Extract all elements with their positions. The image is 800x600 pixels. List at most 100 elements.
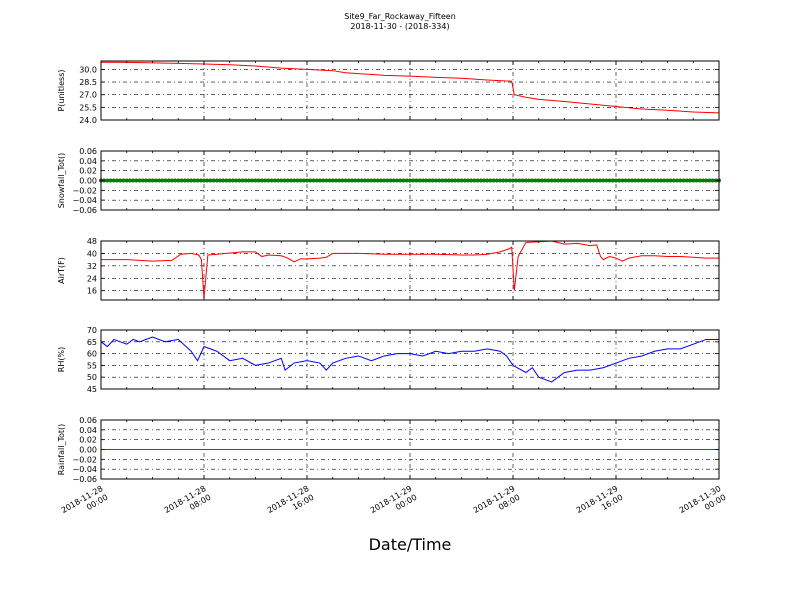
data-point bbox=[379, 178, 384, 183]
data-point bbox=[214, 178, 219, 183]
data-point bbox=[411, 178, 416, 183]
data-point bbox=[140, 178, 145, 183]
data-point bbox=[375, 178, 380, 183]
data-point bbox=[626, 178, 631, 183]
data-point bbox=[710, 178, 715, 183]
data-point bbox=[488, 178, 493, 183]
data-point bbox=[256, 178, 261, 183]
data-point bbox=[443, 178, 448, 183]
data-point bbox=[668, 178, 673, 183]
data-point bbox=[597, 178, 602, 183]
series-line bbox=[100, 61, 720, 114]
data-point bbox=[124, 178, 129, 183]
data-point bbox=[343, 178, 348, 183]
data-point bbox=[382, 178, 387, 183]
y-axis-label: Snowfall_Tot() bbox=[57, 153, 66, 209]
data-point bbox=[160, 178, 165, 183]
data-point bbox=[507, 178, 512, 183]
data-point bbox=[250, 178, 255, 183]
data-point bbox=[636, 178, 641, 183]
data-point bbox=[391, 178, 396, 183]
data-point bbox=[655, 178, 660, 183]
data-point bbox=[420, 178, 425, 183]
data-point bbox=[707, 178, 712, 183]
data-point bbox=[456, 178, 461, 183]
data-point bbox=[218, 178, 223, 183]
data-point bbox=[369, 178, 374, 183]
data-point bbox=[362, 178, 367, 183]
data-point bbox=[414, 178, 419, 183]
data-point bbox=[671, 178, 676, 183]
data-point bbox=[652, 178, 657, 183]
data-point bbox=[105, 178, 110, 183]
data-point bbox=[366, 178, 371, 183]
y-tick-label: 70 bbox=[87, 326, 97, 335]
data-point bbox=[614, 178, 618, 183]
y-tick-label: 0.02 bbox=[79, 436, 97, 445]
data-point bbox=[243, 178, 248, 183]
y-tick-label: 48 bbox=[87, 237, 97, 246]
data-point bbox=[453, 178, 458, 183]
data-point bbox=[272, 178, 277, 183]
data-point bbox=[298, 178, 303, 183]
data-point bbox=[678, 178, 683, 183]
data-point bbox=[108, 178, 113, 183]
data-point bbox=[279, 178, 284, 183]
data-point bbox=[433, 178, 438, 183]
data-point bbox=[230, 178, 235, 183]
data-point bbox=[610, 178, 615, 183]
data-point bbox=[620, 178, 625, 183]
data-point bbox=[691, 178, 696, 183]
y-tick-label: 0.04 bbox=[79, 426, 97, 435]
y-tick-label: 32 bbox=[87, 262, 97, 271]
y-tick-label: 24.0 bbox=[79, 116, 97, 125]
data-point bbox=[147, 178, 152, 183]
data-point bbox=[594, 178, 599, 183]
data-point bbox=[266, 178, 271, 183]
data-point bbox=[385, 178, 390, 183]
data-point bbox=[517, 178, 522, 183]
data-point bbox=[195, 178, 200, 183]
data-point bbox=[340, 178, 345, 183]
data-point bbox=[449, 178, 454, 183]
data-point bbox=[234, 178, 239, 183]
y-tick-label: −0.04 bbox=[72, 196, 97, 205]
data-point bbox=[546, 178, 551, 183]
data-point bbox=[131, 178, 136, 183]
data-point bbox=[617, 178, 622, 183]
data-point bbox=[115, 178, 120, 183]
data-point bbox=[478, 178, 483, 183]
data-point bbox=[633, 178, 638, 183]
data-point bbox=[176, 178, 181, 183]
data-point bbox=[533, 178, 538, 183]
data-point bbox=[227, 178, 232, 183]
data-point bbox=[282, 178, 287, 183]
data-point bbox=[556, 178, 561, 183]
data-point bbox=[630, 178, 635, 183]
data-point bbox=[465, 178, 470, 183]
data-point bbox=[395, 178, 400, 183]
data-point bbox=[568, 178, 573, 183]
data-point bbox=[324, 178, 329, 183]
data-point bbox=[285, 178, 290, 183]
y-axis-label: P(unitless) bbox=[57, 69, 66, 111]
data-point bbox=[446, 178, 451, 183]
data-point bbox=[482, 178, 487, 183]
data-point bbox=[549, 178, 554, 183]
data-point bbox=[604, 178, 609, 183]
y-tick-label: −0.02 bbox=[72, 455, 97, 464]
data-point bbox=[543, 178, 548, 183]
data-point bbox=[430, 178, 435, 183]
data-point bbox=[288, 178, 293, 183]
data-point bbox=[700, 178, 705, 183]
data-point bbox=[263, 178, 268, 183]
data-point bbox=[607, 178, 612, 183]
data-point bbox=[311, 178, 316, 183]
y-tick-label: 28.5 bbox=[79, 78, 97, 87]
data-point bbox=[530, 178, 535, 183]
data-point bbox=[472, 178, 477, 183]
data-point bbox=[424, 178, 429, 183]
y-axis-label: RH(%) bbox=[57, 347, 66, 372]
